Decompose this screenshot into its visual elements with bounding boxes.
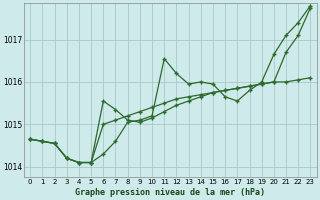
X-axis label: Graphe pression niveau de la mer (hPa): Graphe pression niveau de la mer (hPa) (75, 188, 265, 197)
